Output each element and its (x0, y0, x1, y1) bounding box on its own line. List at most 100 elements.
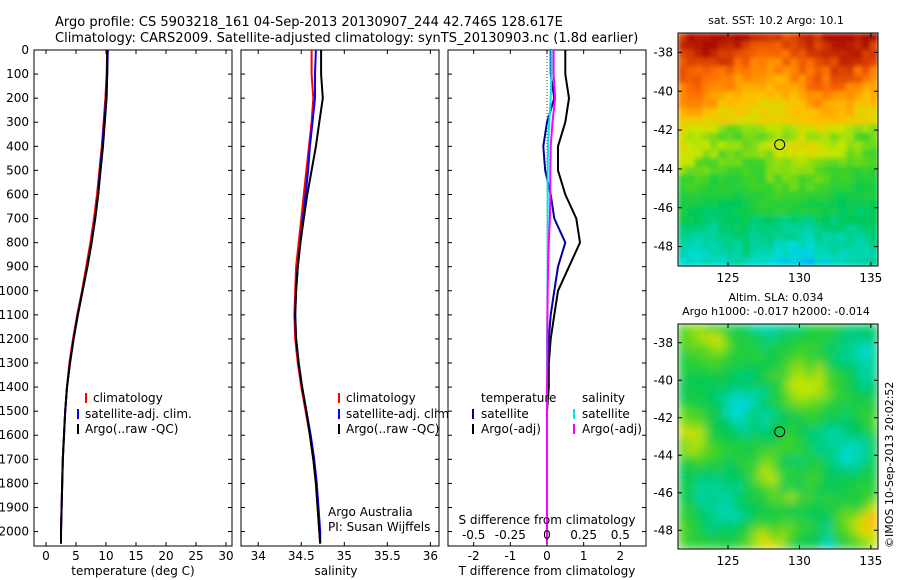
sst-cell (854, 33, 863, 42)
sst-cell (846, 157, 855, 167)
sst-cell (822, 66, 831, 76)
sst-cell (782, 132, 791, 142)
sla-cell (714, 333, 725, 344)
sst-cell (870, 191, 878, 201)
sst-cell (694, 232, 703, 242)
sst-cell (726, 141, 735, 151)
sst-cell (766, 207, 775, 217)
sst-cell (702, 33, 711, 42)
sla-cell (696, 417, 706, 428)
salinity-xlabel: salinity (314, 564, 357, 578)
sst-cell (742, 166, 751, 176)
sla-cell (750, 539, 761, 549)
sla-cell (868, 342, 878, 353)
sst-cell (774, 182, 783, 192)
sst-cell (766, 49, 775, 59)
sla-cell (759, 502, 770, 513)
sst-cell (822, 82, 831, 92)
sla-cell (705, 324, 715, 334)
sla-cell (705, 436, 715, 447)
sla-cell (759, 333, 770, 344)
sst-cell (766, 257, 775, 266)
sst-cell (846, 41, 855, 51)
sst-cell (854, 49, 863, 59)
sla-cell (805, 324, 815, 334)
x-tick-label: 35.5 (374, 549, 401, 563)
temperature-xlabel: temperature (deg C) (71, 564, 194, 578)
sla-cell (678, 324, 688, 334)
sst-cell (710, 257, 719, 266)
sla-cell (859, 483, 870, 494)
sst-cell (710, 124, 719, 134)
sst-cell (854, 232, 863, 242)
sst-cell (702, 49, 711, 59)
sst-cell (782, 41, 791, 51)
sla-cell (868, 511, 878, 522)
sla-cell (723, 464, 734, 475)
sla-cell (696, 455, 706, 466)
sla-cell (823, 333, 834, 344)
sst-cell (742, 99, 751, 109)
sla-cell (832, 380, 843, 391)
sst-cell (830, 33, 839, 42)
sla-cell (823, 520, 834, 531)
sst-cell (822, 49, 831, 59)
sst-cell (782, 91, 791, 101)
sst-cell (726, 224, 735, 234)
depth-tick-label: 500 (6, 163, 29, 177)
sst-cell (782, 57, 791, 67)
sla-cell (805, 474, 815, 484)
sla-cell (714, 530, 725, 541)
sla-cell (814, 445, 825, 456)
sst-cell (782, 33, 791, 42)
sst-map: sat. SST: 10.2 Argo: 10.1 -38 -40 -42 -44 -4… (653, 14, 882, 285)
sst-cell (686, 107, 695, 117)
sst-cell (686, 257, 695, 266)
sla-cell (678, 530, 688, 541)
sst-cell (854, 57, 863, 67)
sst-cell (734, 33, 743, 42)
lon-tick-label: 135 (859, 554, 882, 568)
sst-cell (822, 91, 831, 101)
sst-cell (806, 74, 815, 84)
sst-cell (814, 66, 823, 76)
depth-tick-label: 1300 (0, 356, 29, 370)
sst-cell (870, 91, 878, 101)
sst-cell (790, 91, 799, 101)
sla-cell (778, 436, 788, 447)
sst-cell (806, 257, 815, 266)
sst-cell (678, 74, 687, 84)
sst-cell (750, 132, 759, 142)
sla-cell (814, 324, 825, 334)
sla-cell (741, 492, 752, 503)
sst-cell (758, 174, 767, 184)
sla-cell (696, 511, 706, 522)
sla-cell (714, 352, 725, 363)
sst-cell (694, 207, 703, 217)
sst-cell (790, 99, 799, 109)
s-difference-tick-label: -0.25 (495, 528, 526, 542)
sla-cell (832, 483, 843, 494)
sst-cell (774, 41, 783, 51)
sst-cell (814, 99, 823, 109)
sst-cell (758, 191, 767, 201)
sst-cell (798, 66, 807, 76)
sla-cell (732, 436, 743, 447)
sla-cell (687, 427, 697, 438)
sst-cell (726, 33, 735, 42)
sla-cell (805, 436, 815, 447)
sla-cell (696, 370, 706, 381)
sst-cell (806, 207, 815, 217)
sst-cell (798, 174, 807, 184)
sla-cell (823, 455, 834, 466)
sla-cell (732, 492, 743, 503)
sla-cell (714, 464, 725, 475)
lat-tick-label: -44 (653, 162, 673, 176)
sst-cell (854, 191, 863, 201)
sst-cell (702, 182, 711, 192)
sst-cell (838, 182, 847, 192)
sst-cell (766, 191, 775, 201)
sla-cell (759, 370, 770, 381)
sla-cell (759, 361, 770, 372)
sla-cell (732, 380, 743, 391)
